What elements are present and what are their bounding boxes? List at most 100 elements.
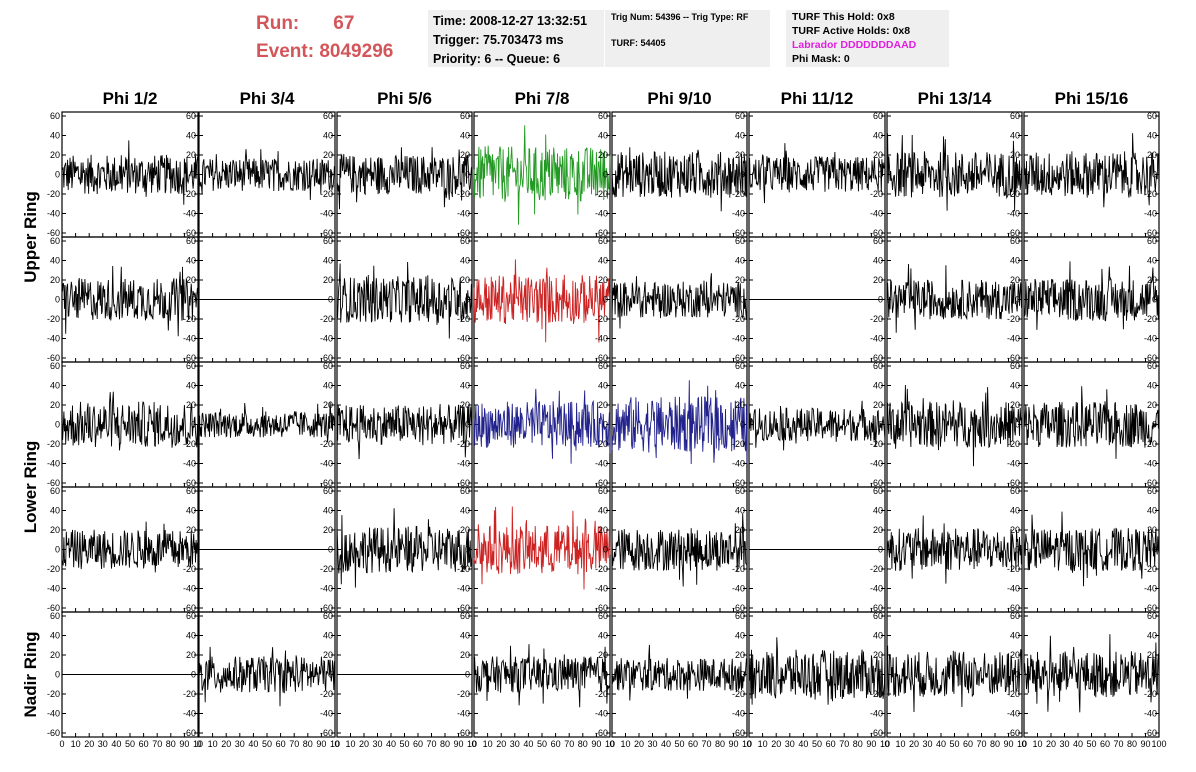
y-tick-label: 60 xyxy=(1010,361,1020,371)
y-tick-label: -60 xyxy=(732,603,745,613)
y-tick-label: 0 xyxy=(603,295,608,305)
y-tick-label: 40 xyxy=(1147,631,1157,641)
y-tick-label: 0 xyxy=(878,295,883,305)
y-tick-label: 60 xyxy=(50,111,60,121)
y-tick-label: -60 xyxy=(47,603,60,613)
y-tick-label: -40 xyxy=(47,334,60,344)
x-tick-label: 10 xyxy=(208,739,218,749)
y-tick-label: 40 xyxy=(1147,381,1157,391)
waveform-trace xyxy=(198,402,336,443)
y-tick-label: -20 xyxy=(320,439,333,449)
y-tick-label: 40 xyxy=(873,631,883,641)
cell-frame xyxy=(611,111,748,238)
y-tick-label: -60 xyxy=(1007,353,1020,363)
y-tick-label: 40 xyxy=(598,631,608,641)
run-line: Run: 67 xyxy=(256,10,426,38)
waveform-cell xyxy=(61,236,199,363)
waveform-cell xyxy=(886,611,1023,738)
x-tick-label: 50 xyxy=(1086,739,1096,749)
y-tick-label: 0 xyxy=(328,170,333,180)
y-tick-label: -20 xyxy=(732,439,745,449)
y-tick-label: -20 xyxy=(1144,314,1157,324)
y-tick-label: 20 xyxy=(50,275,60,285)
waveform-trace xyxy=(473,125,611,225)
y-tick-label: -60 xyxy=(870,353,883,363)
y-tick-label: 20 xyxy=(1147,400,1157,410)
y-tick-label: 40 xyxy=(323,506,333,516)
y-tick-label: -60 xyxy=(1144,478,1157,488)
y-tick-label: 20 xyxy=(1010,400,1020,410)
y-tick-label: 20 xyxy=(460,275,470,285)
y-tick-label: -60 xyxy=(457,728,470,738)
y-tick-label: -40 xyxy=(870,459,883,469)
column-title: Phi 1/2 xyxy=(103,89,158,108)
y-tick-label: 40 xyxy=(186,631,196,641)
phi-mask-text: Phi Mask: 0 xyxy=(792,53,850,65)
waveform-trace xyxy=(611,644,748,701)
turf-num-text: TURF: 54405 xyxy=(611,38,666,48)
y-tick-label: -60 xyxy=(1007,603,1020,613)
y-tick-label: 40 xyxy=(460,131,470,141)
waveform-trace xyxy=(748,637,886,705)
y-tick-label: 0 xyxy=(55,420,60,430)
y-tick-label: 40 xyxy=(735,381,745,391)
y-tick-label: 20 xyxy=(598,650,608,660)
x-tick-label: 90 xyxy=(453,739,463,749)
x-tick-label: 10 xyxy=(620,739,630,749)
y-tick-label: -20 xyxy=(183,314,196,324)
waveform-trace xyxy=(198,646,336,707)
y-tick-label: 20 xyxy=(735,650,745,660)
y-tick-label: -40 xyxy=(1144,209,1157,219)
y-tick-label: -60 xyxy=(1007,478,1020,488)
y-tick-label: 40 xyxy=(186,131,196,141)
y-tick-label: 40 xyxy=(460,381,470,391)
y-tick-label: 60 xyxy=(460,486,470,496)
x-tick-label: 70 xyxy=(426,739,436,749)
y-tick-label: 60 xyxy=(50,611,60,621)
column-title: Phi 3/4 xyxy=(240,89,295,108)
y-tick-label: 40 xyxy=(50,506,60,516)
y-tick-label: 40 xyxy=(50,256,60,266)
x-tick-label: 10 xyxy=(895,739,905,749)
event-value: 8049296 xyxy=(319,41,394,62)
y-tick-label: 40 xyxy=(1010,506,1020,516)
waveform-cell xyxy=(198,486,336,613)
x-tick-label: 70 xyxy=(152,739,162,749)
y-tick-label: 60 xyxy=(598,611,608,621)
y-tick-label: 40 xyxy=(598,506,608,516)
x-tick-label: 80 xyxy=(990,739,1000,749)
x-tick-label: 20 xyxy=(84,739,94,749)
waveform-cell xyxy=(748,111,886,238)
y-tick-label: 20 xyxy=(186,150,196,160)
x-tick-label: 0 xyxy=(471,739,476,749)
y-tick-label: -40 xyxy=(1007,709,1020,719)
waveform-cell xyxy=(61,361,199,488)
y-tick-label: -20 xyxy=(1007,564,1020,574)
y-tick-label: -20 xyxy=(457,314,470,324)
y-tick-label: 60 xyxy=(598,111,608,121)
waveform-cell xyxy=(198,361,336,488)
trig-num-text: Trig Num: 54396 -- Trig Type: RF xyxy=(611,12,749,22)
y-tick-label: -20 xyxy=(320,189,333,199)
y-tick-label: 40 xyxy=(50,131,60,141)
y-tick-label: 60 xyxy=(735,486,745,496)
y-tick-label: -20 xyxy=(870,439,883,449)
x-tick-label: 30 xyxy=(922,739,932,749)
y-tick-label: 60 xyxy=(460,611,470,621)
x-tick-label: 20 xyxy=(771,739,781,749)
y-tick-label: 20 xyxy=(873,150,883,160)
y-tick-label: 60 xyxy=(735,611,745,621)
x-tick-label: 50 xyxy=(674,739,684,749)
x-tick-label: 70 xyxy=(1113,739,1123,749)
y-tick-label: -60 xyxy=(320,478,333,488)
waveform-trace xyxy=(886,515,1023,584)
y-tick-label: 60 xyxy=(323,111,333,121)
x-tick-label: 40 xyxy=(798,739,808,749)
waveform-cell xyxy=(336,611,473,738)
waveform-cell xyxy=(1023,111,1160,238)
y-tick-label: 0 xyxy=(55,170,60,180)
y-tick-label: 0 xyxy=(603,545,608,555)
y-tick-label: 40 xyxy=(873,506,883,516)
x-tick-label: 0 xyxy=(746,739,751,749)
y-tick-label: -20 xyxy=(320,314,333,324)
